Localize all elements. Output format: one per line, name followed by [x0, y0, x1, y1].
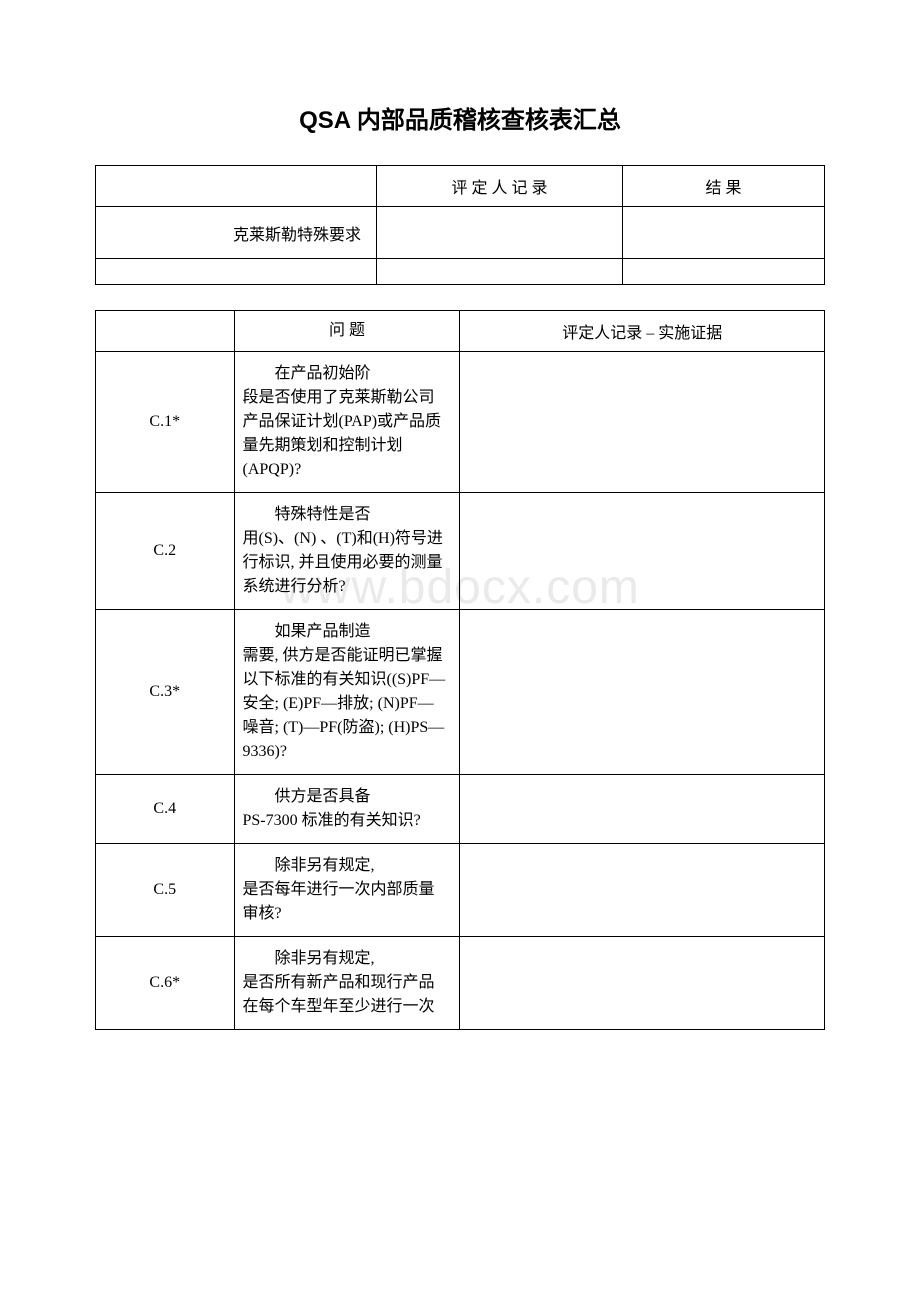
question-first-line: 供方是否具备 [243, 785, 450, 809]
cell-blank [96, 166, 377, 207]
table-row: 评 定 人 记 录 结 果 [96, 166, 825, 207]
cell-question: 特殊特性是否用(S)、(N) 、(T)和(H)符号进行标识, 并且使用必要的测量… [234, 493, 460, 610]
table-row [96, 259, 825, 285]
cell-id: C.2 [96, 493, 235, 610]
cell-header-result: 结 果 [622, 166, 824, 207]
page-title: QSA 内部品质稽核查核表汇总 [95, 100, 825, 135]
cell-evidence [460, 937, 825, 1030]
question-rest: 是否每年进行一次内部质量审核? [243, 881, 435, 922]
cell-question: 如果产品制造需要, 供方是否能证明已掌握以下标准的有关知识((S)PF—安全; … [234, 610, 460, 775]
cell-id: C.5 [96, 844, 235, 937]
question-rest: 用(S)、(N) 、(T)和(H)符号进行标识, 并且使用必要的测量系统进行分析… [243, 530, 443, 595]
cell-requirement-label: 克莱斯勒特殊要求 [96, 207, 377, 259]
cell-result-value [622, 207, 824, 259]
cell-header-question: 问 题 [234, 311, 460, 352]
question-rest: 段是否使用了克莱斯勒公司产品保证计划(PAP)或产品质量先期策划和控制计划(AP… [243, 389, 442, 478]
cell-header-evaluator: 评 定 人 记 录 [377, 166, 623, 207]
question-first-line: 在产品初始阶 [243, 362, 450, 386]
cell-header-id [96, 311, 235, 352]
table-row: C.6* 除非另有规定, 是否所有新产品和现行产品在每个车型年至少进行一次 [96, 937, 825, 1030]
question-first-line: 除非另有规定, [243, 854, 450, 878]
table-row: C.4 供方是否具备 PS-7300 标准的有关知识? [96, 775, 825, 844]
cell-id: C.4 [96, 775, 235, 844]
cell-id: C.6* [96, 937, 235, 1030]
table-row: C.1* 在产品初始阶段是否使用了克莱斯勒公司产品保证计划(PAP)或产品质量先… [96, 352, 825, 493]
cell-question: 除非另有规定, 是否所有新产品和现行产品在每个车型年至少进行一次 [234, 937, 460, 1030]
cell-evidence [460, 775, 825, 844]
table-row: C.5 除非另有规定, 是否每年进行一次内部质量审核? [96, 844, 825, 937]
summary-table: 评 定 人 记 录 结 果 克莱斯勒特殊要求 [95, 165, 825, 285]
cell-question: 在产品初始阶段是否使用了克莱斯勒公司产品保证计划(PAP)或产品质量先期策划和控… [234, 352, 460, 493]
cell-evidence [460, 844, 825, 937]
cell-evidence [460, 352, 825, 493]
table-row: C.2 特殊特性是否用(S)、(N) 、(T)和(H)符号进行标识, 并且使用必… [96, 493, 825, 610]
question-rest: 是否所有新产品和现行产品在每个车型年至少进行一次 [243, 974, 435, 1015]
questions-table: 问 题 评定人记录 – 实施证据 C.1* 在产品初始阶段是否使用了克莱斯勒公司… [95, 310, 825, 1030]
cell-evidence [460, 610, 825, 775]
question-first-line: 除非另有规定, [243, 947, 450, 971]
cell-question: 供方是否具备 PS-7300 标准的有关知识? [234, 775, 460, 844]
cell-blank [622, 259, 824, 285]
question-rest: 需要, 供方是否能证明已掌握以下标准的有关知识((S)PF—安全; (E)PF—… [243, 647, 446, 760]
cell-id: C.1* [96, 352, 235, 493]
table-header-row: 问 题 评定人记录 – 实施证据 [96, 311, 825, 352]
question-first-line: 特殊特性是否 [243, 503, 450, 527]
cell-header-evidence: 评定人记录 – 实施证据 [460, 311, 825, 352]
cell-blank [96, 259, 377, 285]
cell-question: 除非另有规定, 是否每年进行一次内部质量审核? [234, 844, 460, 937]
cell-evidence [460, 493, 825, 610]
cell-evaluator-value [377, 207, 623, 259]
question-first-line: 如果产品制造 [243, 620, 450, 644]
table-row: C.3* 如果产品制造需要, 供方是否能证明已掌握以下标准的有关知识((S)PF… [96, 610, 825, 775]
question-rest: PS-7300 标准的有关知识? [243, 812, 421, 829]
table-row: 克莱斯勒特殊要求 [96, 207, 825, 259]
cell-blank [377, 259, 623, 285]
cell-id: C.3* [96, 610, 235, 775]
